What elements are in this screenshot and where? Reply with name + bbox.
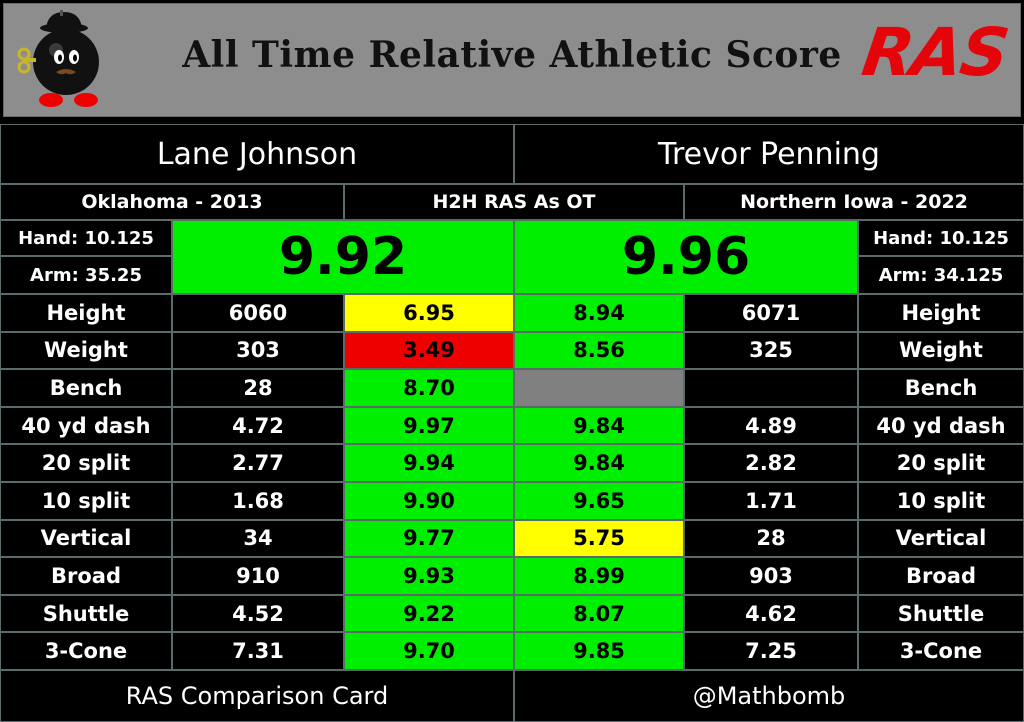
left-player-name: Lane Johnson	[0, 124, 514, 184]
right-school-year: Northern Iowa - 2022	[684, 184, 1024, 220]
left-metric-label: Height	[0, 294, 172, 332]
right-metric-score: 9.85	[514, 632, 684, 670]
right-metric-score: 8.56	[514, 331, 684, 370]
ras-logo: RAS	[857, 14, 1012, 91]
right-metric-score: 8.07	[514, 594, 684, 633]
right-metric-score: 9.84	[514, 444, 684, 482]
footer-handle: @Mathbomb	[514, 670, 1024, 722]
left-metric-value: 1.68	[172, 482, 344, 520]
right-metric-value: 28	[684, 519, 858, 558]
right-metric-value: 4.62	[684, 594, 858, 633]
right-metric-label: Broad	[858, 557, 1024, 595]
left-metric-score: 9.93	[344, 557, 514, 595]
right-metric-score: 5.75	[514, 519, 684, 558]
left-metric-score: 9.97	[344, 406, 514, 445]
left-metric-value: 2.77	[172, 444, 344, 482]
left-ras-score: 9.92	[172, 220, 514, 294]
left-metric-score: 9.77	[344, 519, 514, 558]
left-metric-label: Broad	[0, 557, 172, 595]
left-metric-value: 28	[172, 369, 344, 407]
right-metric-value: 4.89	[684, 406, 858, 445]
right-player-name: Trevor Penning	[514, 124, 1024, 184]
left-metric-label: Vertical	[0, 519, 172, 558]
left-metric-value: 4.52	[172, 594, 344, 633]
left-metric-score: 9.70	[344, 632, 514, 670]
left-metric-score: 6.95	[344, 294, 514, 332]
header-banner: All Time Relative Athletic Score RAS	[0, 0, 1024, 120]
left-metric-label: 20 split	[0, 444, 172, 482]
left-hand: Hand: 10.125	[0, 220, 172, 256]
right-metric-value: 1.71	[684, 482, 858, 520]
right-metric-value: 325	[684, 331, 858, 370]
right-arm: Arm: 34.125	[858, 256, 1024, 294]
left-metric-label: 40 yd dash	[0, 406, 172, 445]
page-title: All Time Relative Athletic Score	[182, 34, 842, 76]
right-metric-value: 903	[684, 557, 858, 595]
footer-card-label: RAS Comparison Card	[0, 670, 514, 722]
left-metric-label: Shuttle	[0, 594, 172, 633]
left-metric-score: 9.94	[344, 444, 514, 482]
bomb-mascot-icon	[17, 10, 99, 107]
left-metric-score: 9.90	[344, 482, 514, 520]
right-metric-value: 6071	[684, 294, 858, 332]
right-metric-label: 20 split	[858, 444, 1024, 482]
right-metric-score: 9.65	[514, 482, 684, 520]
right-metric-score: 8.94	[514, 294, 684, 332]
left-metric-score: 3.49	[344, 331, 514, 370]
right-metric-score	[514, 369, 684, 407]
left-metric-value: 7.31	[172, 632, 344, 670]
left-metric-label: Weight	[0, 331, 172, 370]
right-metric-label: Vertical	[858, 519, 1024, 558]
left-metric-label: 10 split	[0, 482, 172, 520]
left-metric-value: 34	[172, 519, 344, 558]
center-label: H2H RAS As OT	[344, 184, 684, 220]
right-metric-value: 2.82	[684, 444, 858, 482]
header-panel: All Time Relative Athletic Score RAS	[3, 3, 1021, 117]
right-metric-label: 3-Cone	[858, 632, 1024, 670]
right-metric-score: 9.84	[514, 406, 684, 445]
comparison-grid: Lane Johnson Trevor Penning Oklahoma - 2…	[0, 124, 1024, 722]
right-metric-label: 40 yd dash	[858, 406, 1024, 445]
left-metric-score: 8.70	[344, 369, 514, 407]
right-metric-value	[684, 369, 858, 407]
left-metric-value: 910	[172, 557, 344, 595]
left-school-year: Oklahoma - 2013	[0, 184, 344, 220]
right-metric-label: Shuttle	[858, 594, 1024, 633]
left-arm: Arm: 35.25	[0, 256, 172, 294]
left-metric-value: 6060	[172, 294, 344, 332]
right-metric-value: 7.25	[684, 632, 858, 670]
left-metric-value: 4.72	[172, 406, 344, 445]
right-metric-label: 10 split	[858, 482, 1024, 520]
right-ras-score: 9.96	[514, 220, 858, 294]
right-metric-score: 8.99	[514, 557, 684, 595]
right-metric-label: Height	[858, 294, 1024, 332]
right-metric-label: Bench	[858, 369, 1024, 407]
left-metric-label: Bench	[0, 369, 172, 407]
left-metric-score: 9.22	[344, 594, 514, 633]
left-metric-value: 303	[172, 331, 344, 370]
right-metric-label: Weight	[858, 331, 1024, 370]
left-metric-label: 3-Cone	[0, 632, 172, 670]
right-hand: Hand: 10.125	[858, 220, 1024, 256]
